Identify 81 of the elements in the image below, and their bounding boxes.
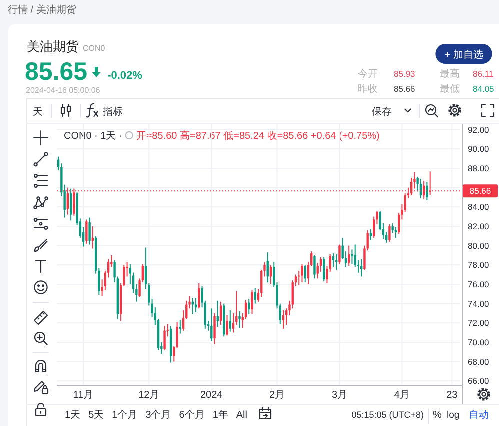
y-tick-label: 70.00 [468,337,490,348]
text: 指标 [102,106,123,118]
candlestick [214,312,216,345]
text: 最低 [440,84,460,95]
candlestick [238,311,241,328]
y-tick-label: 90.00 [468,144,490,154]
candlestick [323,256,326,282]
x-tick-label: 4月 [394,390,410,401]
y-tick-label: 84.00 [468,202,490,212]
candlestick [192,298,194,315]
ref-line-label: 85.66 [470,186,492,196]
y-tick-label: 74.00 [468,298,490,309]
y-tick-label: 82.00 [468,221,490,232]
y-tick-label: 68.00 [468,356,490,367]
y-tick-label: 92.00 [468,124,490,135]
text: 84.05 [473,84,495,94]
y-tick-label: 66.00 [468,376,490,386]
text: 85.65 [25,58,88,86]
candlestick [370,228,372,240]
candlestick [254,288,256,304]
text: 2024-04-16 05:00:06 [26,86,101,95]
text: 6个月 [179,409,205,421]
y-tick-label: 76.00 [468,279,490,290]
candlestick [351,249,354,265]
y-tick-label: 72.00 [468,318,490,328]
text: -0.02% [108,70,143,82]
candlestick [392,223,394,234]
x-tick-label: 2月 [269,390,286,401]
text: 85.66 [394,84,416,94]
x-tick-label: 12月 [138,390,160,401]
text: 天 [33,107,43,118]
candlestick [220,301,222,326]
candlestick [70,188,72,222]
candlestick [388,224,391,242]
text: 自动 [469,409,489,421]
text: 5天 [88,410,104,421]
text: 今开 [358,68,378,80]
candlestick [210,308,213,342]
candlestick [86,219,88,244]
candlestick [229,310,232,332]
candlestick [304,264,306,284]
candlestick [426,182,428,201]
candlestick [301,264,304,284]
x-tick-label: 23 [446,390,458,401]
x-tick-label: 2024 [200,390,224,401]
text: 行情 / 美油期货 [8,4,76,16]
text: 85.93 [394,69,416,79]
candlestick [198,283,200,310]
chart-title: 美油期货 [27,39,79,54]
candlestick [338,244,341,265]
text: + 加自选 [444,49,484,61]
annotation: CON0 · 1天 · [64,131,122,142]
text: 昨收 [358,83,378,95]
text: 最高 [440,68,460,80]
text: 86.11 [473,69,494,79]
candlestick [394,226,398,239]
candlestick [226,314,228,336]
candlestick [332,253,335,268]
text: 3个月 [146,409,172,421]
text: 保存 [372,106,392,118]
text: 1年 [212,409,228,421]
y-tick-label: 88.00 [468,163,490,174]
candlestick [251,290,254,315]
text: 1天 [65,410,81,421]
x-tick-label: 11月 [73,390,94,401]
y-tick-label: 80.00 [468,240,490,251]
x-tick-label: 3月 [332,390,348,401]
candlestick [88,217,91,246]
candlestick [92,226,94,250]
candlestick [314,254,316,280]
candlestick [164,326,166,351]
candlestick [179,320,182,334]
text: All [236,410,248,421]
text: log [447,410,460,421]
text: % [433,410,442,421]
candlestick [360,258,363,278]
text: 1个月 [112,409,138,421]
annotation: 开=85.60 高=87.67 低=85.24 收=85.66 +0.64 (+0.75%) [136,130,380,142]
text: 05:15:05 (UTC+8) [352,410,424,420]
chart-subtitle: CON0 [83,44,106,53]
y-tick-label: 78.00 [468,260,490,270]
